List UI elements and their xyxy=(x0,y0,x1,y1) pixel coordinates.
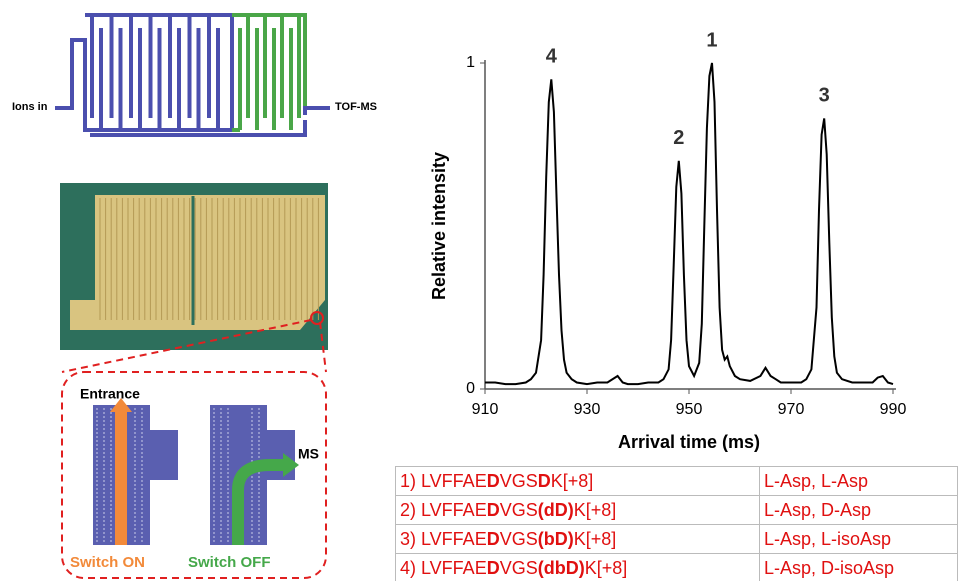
loop xyxy=(90,15,103,130)
configuration-cell: L-Asp, D-isoAsp xyxy=(759,553,958,581)
x-tick-label: 970 xyxy=(778,401,805,418)
peptide-part: (bD) xyxy=(537,528,574,549)
peptide-cell: 1) LVFFAEDVGSDK[+8] xyxy=(395,466,760,496)
peak-label: 1 xyxy=(706,29,717,51)
y-axis-label: Relative intensity xyxy=(429,152,449,300)
channel-green xyxy=(232,13,307,132)
ions-in-label: Ions in xyxy=(12,101,48,113)
arrow-head xyxy=(283,453,299,477)
table-row: 3) LVFFAEDVGS(bD)K[+8] L-Asp, L-isoAsp xyxy=(395,524,958,554)
chart: 0 1 910 930 950 970 990 Arrival time (ms) Relati… xyxy=(429,29,907,451)
loop xyxy=(289,15,301,130)
peptide-part: D xyxy=(486,499,500,520)
peptide-part: (dD) xyxy=(537,499,574,520)
x-axis-label: Arrival time (ms) xyxy=(618,432,760,452)
peptide-part: K[+8] xyxy=(550,470,594,491)
configuration-cell: L-Asp, L-Asp xyxy=(759,466,958,496)
peptide-part: D xyxy=(537,470,551,491)
channel-blue xyxy=(55,13,234,132)
peptide-part: D xyxy=(486,557,500,578)
switch-on-label: Switch ON xyxy=(70,554,145,571)
loop xyxy=(129,15,142,130)
board xyxy=(70,195,325,330)
table-row: 1) LVFFAEDVGSDK[+8] L-Asp, L-Asp xyxy=(395,466,958,496)
loop xyxy=(109,15,123,130)
peptide-part: 1) LVFFAE xyxy=(400,470,487,491)
arrow-off xyxy=(232,459,285,545)
entrance-label: Entrance xyxy=(80,386,140,402)
exit xyxy=(90,106,330,137)
x-tick-label: 950 xyxy=(676,401,703,418)
peptide-part: K[+8] xyxy=(573,528,617,549)
peptide-part: 3) LVFFAE xyxy=(400,528,487,549)
peak-label: 2 xyxy=(673,127,684,149)
loop xyxy=(187,15,201,130)
peptide-cell: 4) LVFFAEDVGS(dbD)K[+8] xyxy=(395,553,760,581)
zoom-line xyxy=(61,319,312,373)
peptide-part: VGS xyxy=(499,528,538,549)
peptide-part: VGS xyxy=(499,499,538,520)
arrow-head xyxy=(110,398,132,412)
table-row: 4) LVFFAEDVGS(dbD)K[+8] L-Asp, D-isoAsp xyxy=(395,553,958,581)
peptide-cell: 2) LVFFAEDVGS(dD)K[+8] xyxy=(395,495,760,525)
zoom-line xyxy=(319,321,327,373)
configuration-cell: L-Asp, D-Asp xyxy=(759,495,958,525)
peak-label: 3 xyxy=(819,85,830,107)
intensity-trace xyxy=(485,62,894,386)
board-lines xyxy=(99,198,319,320)
peptide-table: 1) LVFFAEDVGSDK[+8] L-Asp, L-Asp 2) LVFFAE… xyxy=(395,466,958,581)
x-tick-label: 910 xyxy=(472,401,499,418)
peptide-part: 2) LVFFAE xyxy=(400,499,487,520)
x-tick-label: 930 xyxy=(574,401,601,418)
peptide-part: K[+8] xyxy=(584,557,628,578)
switch-block xyxy=(93,405,178,545)
y-tick-label: 1 xyxy=(466,54,475,71)
tof-ms-label: TOF-MS xyxy=(335,101,377,113)
peptide-part: (dbD) xyxy=(537,557,585,578)
switch-block xyxy=(210,405,295,545)
peptide-part: 4) LVFFAE xyxy=(400,557,487,578)
configuration-cell: L-Asp, L-isoAsp xyxy=(759,524,958,554)
ms-label: MS xyxy=(298,446,319,462)
peptide-part: D xyxy=(486,470,500,491)
peptide-part: VGS xyxy=(499,470,538,491)
x-tick-label: 990 xyxy=(880,401,907,418)
serpentine-schematic xyxy=(55,13,330,137)
loop xyxy=(168,15,181,130)
loop xyxy=(255,15,267,130)
table-row: 2) LVFFAEDVGS(dD)K[+8] L-Asp, D-Asp xyxy=(395,495,958,525)
peptide-part: VGS xyxy=(499,557,538,578)
y-tick-label: 0 xyxy=(466,380,475,397)
zoom-spot xyxy=(310,311,324,325)
switch-off-label: Switch OFF xyxy=(188,554,271,571)
peptide-cell: 3) LVFFAEDVGS(bD)K[+8] xyxy=(395,524,760,554)
loop xyxy=(207,15,220,130)
peptide-part: K[+8] xyxy=(573,499,617,520)
peak-label: 4 xyxy=(546,46,558,68)
peptide-part: D xyxy=(486,528,500,549)
loop xyxy=(272,15,284,130)
loop xyxy=(238,15,250,130)
loop xyxy=(148,15,162,130)
zoom-box xyxy=(61,371,327,579)
